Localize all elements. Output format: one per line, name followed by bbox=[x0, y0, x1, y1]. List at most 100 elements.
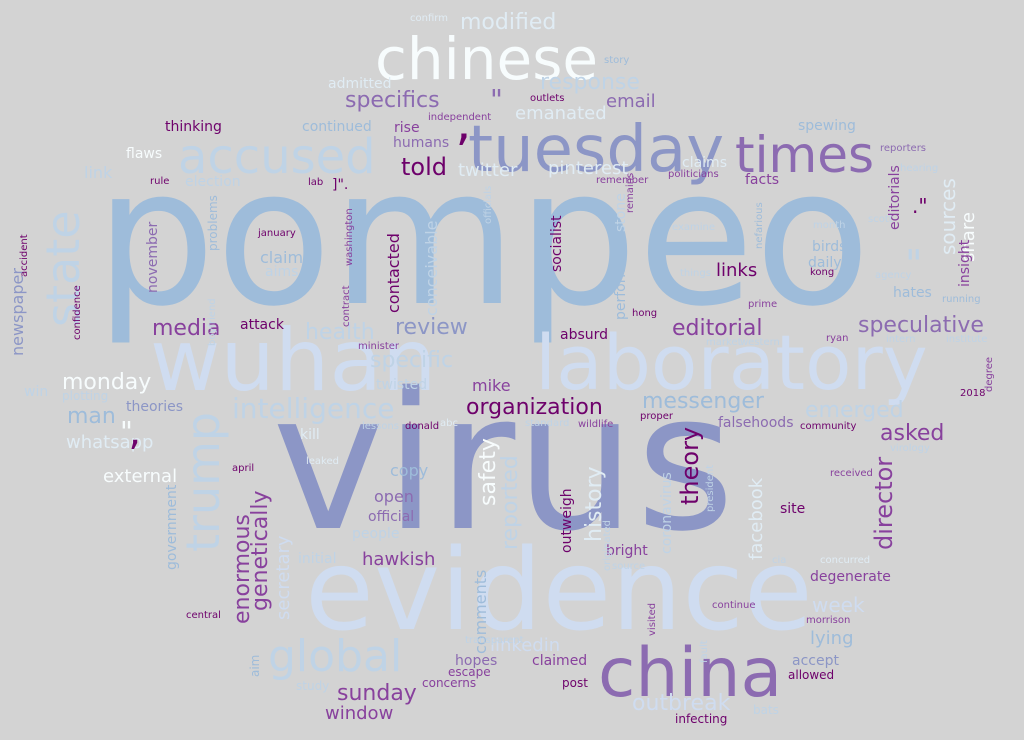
cloud-word: aim bbox=[248, 654, 262, 677]
cloud-word: hopes bbox=[455, 653, 498, 669]
cloud-word: external bbox=[103, 466, 178, 487]
cloud-word: degree bbox=[984, 356, 995, 392]
cloud-word: " bbox=[490, 83, 503, 116]
cloud-word: daily bbox=[808, 255, 842, 271]
cloud-word: falsehoods bbox=[718, 415, 794, 431]
cloud-word: month bbox=[813, 220, 846, 231]
cloud-word: times bbox=[735, 126, 875, 184]
cloud-word: transparent bbox=[465, 635, 524, 646]
cloud-word: humans bbox=[393, 135, 450, 151]
cloud-word: source bbox=[612, 561, 646, 572]
cloud-word: lying bbox=[810, 628, 854, 649]
cloud-word: standard bbox=[525, 418, 570, 429]
cloud-word: safety bbox=[476, 438, 501, 506]
cloud-word: prime bbox=[748, 299, 778, 310]
cloud-word: donald bbox=[405, 421, 440, 432]
cloud-word: escape bbox=[448, 665, 491, 679]
cloud-word: wuhan bbox=[150, 311, 437, 411]
cloud-word: contract bbox=[341, 285, 352, 327]
cloud-word: ’ bbox=[455, 124, 471, 182]
cloud-word: accept bbox=[792, 653, 839, 669]
cloud-word: monday bbox=[62, 370, 152, 395]
cloud-word: open bbox=[374, 487, 414, 506]
cloud-word: links bbox=[716, 260, 758, 281]
cloud-word: health bbox=[305, 320, 375, 345]
cloud-word: claims bbox=[682, 155, 727, 171]
cloud-word: site bbox=[780, 501, 806, 517]
cloud-word: laboratory bbox=[535, 318, 928, 407]
cloud-word: organization bbox=[466, 395, 603, 420]
cloud-word: outlets bbox=[530, 93, 565, 104]
cloud-word: director bbox=[870, 456, 898, 550]
cloud-word: " bbox=[120, 415, 133, 448]
cloud-word: conceivable bbox=[422, 220, 441, 316]
cloud-word: response bbox=[540, 70, 640, 95]
cloud-word: modified bbox=[460, 10, 557, 35]
cloud-word: theory bbox=[676, 426, 704, 505]
cloud-word: people bbox=[352, 526, 400, 542]
cloud-word: pompeo bbox=[95, 127, 871, 348]
cloud-word: boyfriend bbox=[207, 298, 218, 346]
cloud-word: week bbox=[812, 593, 865, 617]
cloud-word: received bbox=[830, 468, 873, 479]
cloud-word: trump bbox=[176, 411, 230, 552]
cloud-word: intelligence bbox=[232, 392, 395, 425]
cloud-word: cia bbox=[772, 555, 787, 566]
cloud-word: continue bbox=[712, 600, 756, 611]
cloud-word: window bbox=[325, 703, 394, 724]
cloud-word: rule bbox=[150, 176, 170, 187]
cloud-word: market bbox=[706, 337, 742, 348]
cloud-word: april bbox=[232, 463, 255, 474]
cloud-word: win bbox=[24, 384, 49, 400]
cloud-word: contacted bbox=[384, 233, 403, 313]
cloud-word: washington bbox=[344, 208, 355, 266]
cloud-word: institute bbox=[946, 334, 988, 345]
cloud-word: insight bbox=[957, 239, 973, 287]
cloud-word: man bbox=[67, 404, 116, 429]
cloud-word: email bbox=[606, 91, 656, 112]
cloud-word: initial bbox=[298, 551, 337, 567]
cloud-word: link bbox=[84, 163, 113, 182]
cloud-word: agency bbox=[875, 270, 912, 281]
cloud-word: aims bbox=[265, 264, 299, 280]
cloud-word: editorial bbox=[672, 316, 763, 341]
cloud-word: hearing bbox=[900, 163, 939, 174]
cloud-word: speculative bbox=[858, 313, 984, 338]
cloud-word: thinking bbox=[165, 119, 222, 135]
cloud-word: admitted bbox=[328, 76, 392, 92]
cloud-word: sources bbox=[936, 178, 960, 255]
cloud-word: hawkish bbox=[362, 549, 436, 570]
cloud-word: scott bbox=[868, 214, 893, 225]
cloud-word: virus bbox=[272, 352, 735, 573]
cloud-word: secretary bbox=[273, 535, 294, 620]
cloud-word: emerged bbox=[805, 398, 904, 423]
cloud-word: " bbox=[905, 242, 923, 286]
cloud-word: facts bbox=[745, 172, 779, 188]
cloud-word: bats bbox=[753, 703, 779, 717]
cloud-word: hong bbox=[632, 308, 658, 319]
cloud-word: pinterest bbox=[548, 158, 629, 179]
cloud-word: copy bbox=[390, 461, 429, 480]
cloud-word: global bbox=[268, 631, 403, 682]
cloud-word: study bbox=[296, 679, 330, 693]
cloud-word: concurred bbox=[820, 555, 871, 566]
cloud-word: november bbox=[145, 221, 161, 293]
cloud-word: twisted bbox=[376, 377, 428, 393]
cloud-word: western bbox=[740, 337, 780, 348]
cloud-word: wildlife bbox=[578, 419, 614, 430]
cloud-word: running bbox=[942, 294, 981, 305]
cloud-word: genetically bbox=[248, 490, 273, 611]
cloud-word: outweigh bbox=[559, 488, 575, 553]
cloud-word: performance bbox=[613, 230, 629, 320]
cloud-word: fault bbox=[699, 640, 710, 663]
cloud-word: plotting bbox=[62, 389, 109, 403]
cloud-word: kong bbox=[810, 267, 835, 278]
cloud-word: ryan bbox=[826, 333, 849, 344]
cloud-word: emanated bbox=[515, 103, 607, 124]
cloud-word: reporters bbox=[880, 143, 927, 154]
cloud-word: election bbox=[185, 174, 241, 190]
cloud-word: sunday bbox=[337, 681, 417, 706]
cloud-word: evidence bbox=[305, 526, 813, 656]
cloud-word: specific bbox=[370, 348, 454, 373]
cloud-word: proper bbox=[640, 411, 673, 422]
